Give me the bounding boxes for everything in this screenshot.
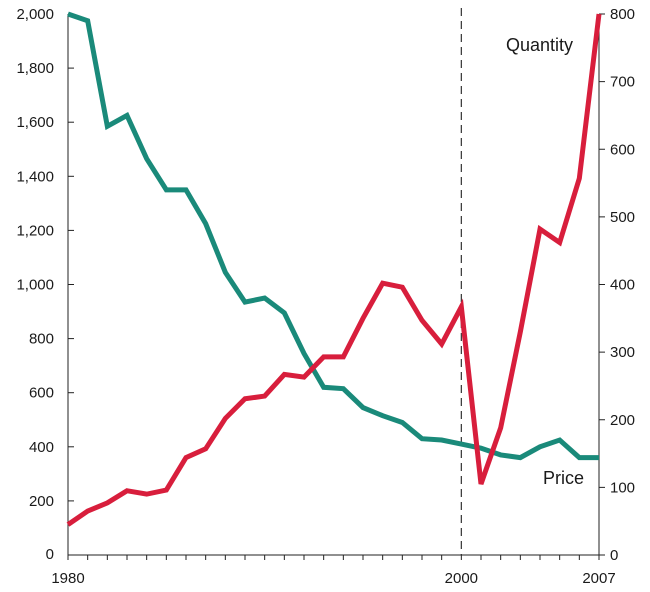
left-y-tick-label: 1,000 [16, 277, 54, 294]
right-y-tick-label: 100 [610, 479, 635, 496]
x-tick-label: 2007 [582, 570, 615, 587]
right-y-tick-label: 600 [610, 141, 635, 158]
right-y-tick-label: 500 [610, 209, 635, 226]
right-y-tick-label: 800 [610, 6, 635, 23]
left-y-tick-label: 0 [46, 546, 54, 563]
right-y-tick-label: 400 [610, 277, 635, 294]
right-y-tick-label: 700 [610, 74, 635, 91]
left-y-tick-label: 800 [29, 331, 54, 348]
quantity-series-label: Quantity [506, 35, 573, 55]
left-y-tick-label: 1,200 [16, 222, 54, 239]
left-y-tick-label: 200 [29, 493, 54, 510]
x-tick-label: 2000 [445, 570, 478, 587]
series [66, 11, 602, 527]
left-y-tick-label: 600 [29, 385, 54, 402]
price-series-line [67, 11, 599, 461]
right-y-tick-label: 200 [610, 412, 635, 429]
right-y-tick-label: 300 [610, 344, 635, 361]
left-y-tick-label: 2,000 [16, 6, 54, 23]
quantity-series-line [66, 13, 602, 527]
left-y-tick-label: 400 [29, 439, 54, 456]
axes: 0 200 400 600 800 1,000 1,200 1,400 1,600 1,800 2,… [16, 6, 635, 587]
left-y-tick-label: 1,600 [16, 114, 54, 131]
left-y-tick-label: 1,800 [16, 60, 54, 77]
price-series-label: Price [543, 468, 584, 488]
x-tick-label: 1980 [51, 570, 84, 587]
left-y-tick-label: 1,400 [16, 168, 54, 185]
right-y-tick-label: 0 [610, 547, 618, 564]
